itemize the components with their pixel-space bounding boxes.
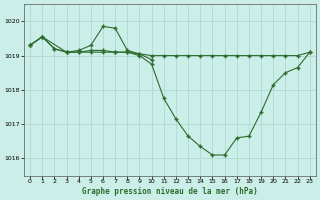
X-axis label: Graphe pression niveau de la mer (hPa): Graphe pression niveau de la mer (hPa) — [82, 187, 258, 196]
